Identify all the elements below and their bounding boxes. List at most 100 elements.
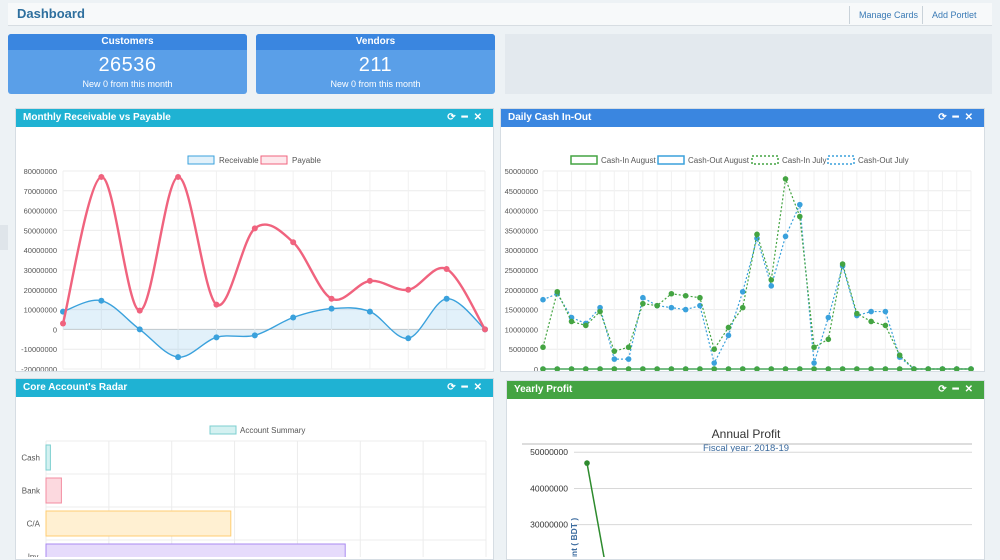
y-axis-label: Amount ( BDT ) (569, 518, 579, 557)
y-tick-label: 30000000 (505, 246, 538, 255)
data-point (443, 266, 450, 273)
data-point (290, 239, 297, 246)
data-point (739, 304, 746, 311)
refresh-icon[interactable]: ⟳ (938, 112, 953, 123)
data-point (882, 366, 889, 372)
data-point (697, 294, 703, 301)
data-point (754, 366, 760, 372)
y-tick-label: 0 (534, 365, 538, 371)
data-point (583, 322, 589, 329)
chart-subtitle: Fiscal year: 2018-19 (703, 443, 789, 454)
data-point (768, 366, 775, 372)
y-tick-label: 10000000 (505, 325, 538, 334)
header-divider (922, 6, 923, 24)
add-portlet-link[interactable]: Add Portlet (932, 10, 977, 20)
data-point (839, 261, 846, 267)
bar (45, 543, 346, 560)
data-point (611, 348, 618, 354)
data-point (136, 326, 143, 333)
card-value: 211 (358, 54, 393, 76)
data-point (597, 308, 603, 315)
card-title: Customers (8, 34, 247, 50)
data-point (640, 294, 646, 301)
data-point (839, 366, 846, 372)
vendors-card[interactable]: Vendors 211 New 0 from this month (256, 34, 495, 94)
data-point (583, 366, 589, 372)
data-point (868, 366, 874, 372)
y-tick-label: 50000000 (24, 226, 57, 235)
legend-swatch (260, 155, 288, 165)
data-point (868, 318, 874, 325)
data-point (682, 292, 689, 299)
data-point (611, 356, 618, 362)
customers-card[interactable]: Customers 26536 New 0 from this month (8, 34, 247, 94)
data-point (825, 336, 832, 343)
refresh-icon[interactable]: ⟳ (447, 382, 462, 393)
y-tick-label: 30000000 (530, 520, 568, 530)
data-point (797, 201, 803, 208)
legend-swatch (657, 155, 685, 165)
data-point (568, 314, 575, 321)
data-point (175, 173, 182, 180)
data-point (654, 366, 660, 372)
minimize-icon[interactable]: ━ (461, 382, 474, 393)
refresh-icon[interactable]: ⟳ (447, 112, 462, 123)
y-tick-label: 20000000 (530, 556, 568, 557)
data-point (768, 277, 775, 283)
refresh-icon[interactable]: ⟳ (938, 384, 953, 395)
y-tick-label: 80000000 (24, 167, 57, 176)
daily-cash-panel: Daily Cash In-Out ⟳━✕ 50000000 45000000 40… (500, 108, 985, 384)
data-point (911, 366, 917, 372)
y-tick-label: 35000000 (505, 226, 538, 235)
data-point (811, 366, 817, 372)
data-point (213, 301, 220, 308)
y-tick-label: 40000000 (530, 483, 568, 493)
data-point (625, 356, 632, 362)
bar (45, 444, 51, 471)
panel-header: Yearly Profit ⟳━✕ (507, 381, 984, 399)
card-title: Vendors (256, 34, 495, 50)
close-icon[interactable]: ✕ (964, 384, 979, 395)
data-point (739, 288, 746, 295)
y-tick-label: 30000000 (24, 266, 57, 275)
y-tick-label: 40000000 (24, 246, 57, 255)
data-point (896, 352, 903, 358)
data-point (953, 366, 960, 372)
minimize-icon[interactable]: ━ (952, 112, 965, 123)
card-subtitle: New 0 from this month (82, 79, 173, 89)
legend-label: Account Summary (240, 426, 305, 435)
close-icon[interactable]: ✕ (473, 382, 488, 393)
series-line (586, 462, 606, 560)
data-point (175, 354, 182, 361)
data-point (251, 332, 258, 339)
data-point (697, 366, 703, 372)
data-point (868, 308, 874, 315)
data-point (739, 366, 746, 372)
data-point (711, 360, 717, 366)
data-point (328, 305, 335, 312)
data-point (725, 332, 732, 339)
data-point (98, 173, 105, 180)
data-point (443, 295, 450, 302)
data-point (640, 366, 646, 372)
series-area (63, 298, 485, 358)
data-point (711, 366, 717, 372)
legend-label: Cash-In July (782, 156, 826, 165)
data-point (625, 366, 632, 372)
panel-title: Core Account's Radar (23, 382, 128, 393)
minimize-icon[interactable]: ━ (461, 112, 474, 123)
minimize-icon[interactable]: ━ (952, 384, 965, 395)
data-point (540, 296, 546, 303)
manage-cards-link[interactable]: Manage Cards (859, 10, 919, 20)
data-point (768, 283, 775, 289)
y-tick-label: 45000000 (505, 187, 538, 196)
close-icon[interactable]: ✕ (473, 112, 488, 123)
data-point (405, 335, 412, 342)
y-tick-label: 60000000 (24, 207, 57, 216)
yearly-profit-panel: Yearly Profit ⟳━✕ Annual Profit Fiscal ye… (506, 380, 985, 560)
daily-cash-chart: 5000000045000000400000003500000030000000… (505, 155, 976, 384)
data-point (782, 366, 789, 372)
close-icon[interactable]: ✕ (964, 112, 979, 123)
y-tick-label: 5000000 (509, 345, 538, 354)
y-tick-label: 10000000 (24, 306, 57, 315)
